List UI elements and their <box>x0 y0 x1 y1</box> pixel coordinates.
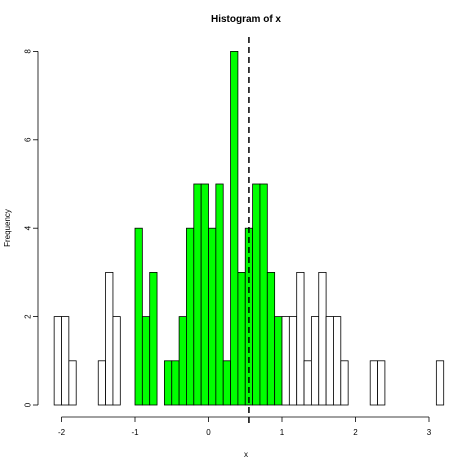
x-axis: -2 -1 0 1 2 3 <box>58 416 432 437</box>
histogram-bar <box>193 183 202 406</box>
histogram-bar <box>230 51 239 406</box>
x-tick-label: 3 <box>427 428 432 437</box>
x-tick-label: 0 <box>206 428 211 437</box>
histogram-bar <box>68 360 77 406</box>
histogram-bar <box>61 316 70 406</box>
histogram-bar <box>163 360 173 406</box>
histogram-bar <box>237 271 246 406</box>
histogram-bar <box>310 316 320 406</box>
histogram-bar <box>112 316 121 406</box>
histogram-bar <box>333 316 342 406</box>
histogram-bar <box>252 183 261 406</box>
y-tick-label: 4 <box>24 225 33 230</box>
y-axis: 0 2 4 6 8 <box>24 49 39 407</box>
histogram-bar <box>215 183 224 406</box>
y-tick-label: 0 <box>24 402 33 407</box>
histogram-bar <box>53 316 62 406</box>
x-tick-label: -2 <box>58 428 66 437</box>
histogram-bar <box>178 316 187 406</box>
histogram-bar <box>134 227 143 406</box>
histogram-bar <box>97 360 106 406</box>
histogram-bar <box>141 316 151 406</box>
histogram-bar <box>340 360 349 406</box>
x-tick-label: -1 <box>131 428 139 437</box>
y-tick-label: 6 <box>24 137 33 142</box>
histogram-bar <box>296 271 305 406</box>
histogram-bar <box>318 271 327 406</box>
histogram-bar <box>208 227 217 406</box>
histogram-bar <box>105 271 114 406</box>
chart-title: Histogram of x <box>211 14 281 25</box>
histogram-bar <box>171 360 180 406</box>
histogram-bar <box>281 316 290 406</box>
histogram-bar <box>274 316 283 406</box>
histogram-bar <box>303 360 312 406</box>
histogram-bar <box>369 360 378 406</box>
histogram-bars <box>53 51 445 406</box>
histogram-bar <box>200 183 209 406</box>
histogram-bar <box>149 271 158 406</box>
y-tick-label: 2 <box>24 314 33 319</box>
y-axis-label: Frequency <box>3 209 12 247</box>
histogram-bar <box>435 360 445 406</box>
histogram-bar <box>222 360 231 406</box>
histogram-bar <box>288 316 298 406</box>
histogram-bar <box>186 227 195 406</box>
y-tick-label: 8 <box>24 49 33 54</box>
x-axis-label: x <box>244 450 248 459</box>
histogram-bar <box>325 316 334 406</box>
x-tick-label: 2 <box>353 428 358 437</box>
histogram-bar <box>266 271 276 406</box>
histogram-bar <box>259 183 268 406</box>
histogram-bar <box>377 360 386 406</box>
x-tick-label: 1 <box>280 428 285 437</box>
